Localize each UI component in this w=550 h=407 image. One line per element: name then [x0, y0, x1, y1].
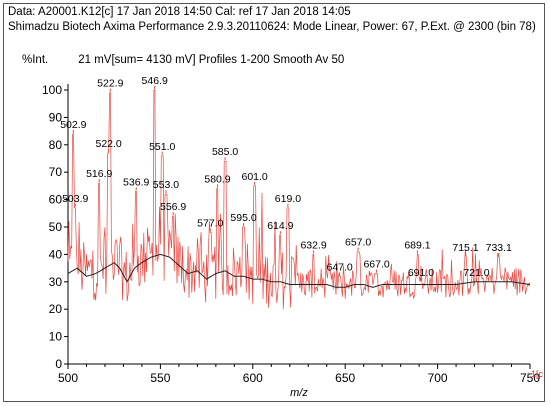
y-tick-label: 0 — [55, 357, 62, 371]
peak-label: 502.9 — [60, 119, 86, 131]
peak-label: 577.0 — [197, 217, 223, 229]
x-tick-label: 700 — [428, 371, 448, 385]
peak-label: 536.9 — [123, 176, 149, 188]
x-tick-label: 750 — [520, 371, 540, 385]
data-file-line: Data: A20001.K12[c] 17 Jan 2018 14:50 Ca… — [8, 6, 351, 18]
peak-label: 689.1 — [404, 239, 430, 251]
peak-label: 522.0 — [96, 138, 122, 150]
baseline-trace — [67, 253, 531, 288]
peak-label: 619.0 — [275, 193, 301, 205]
peak-label: 647.0 — [327, 261, 353, 273]
peak-label: 546.9 — [142, 75, 168, 87]
peak-label: 715.1 — [452, 242, 478, 254]
spectrum-line — [67, 89, 531, 310]
spectrum-panel — [3, 3, 545, 402]
peak-label: 556.9 — [160, 201, 186, 213]
peak-label: 595.0 — [230, 212, 256, 224]
peak-label: 691.0 — [408, 267, 434, 279]
y-tick-label: 100 — [42, 83, 62, 97]
intensity-summary: 21 mV[sum= 4130 mV] Profiles 1-200 Smoot… — [78, 54, 345, 66]
y-tick-label: 70 — [49, 165, 63, 179]
intensity-info-line: %Int. 21 mV[sum= 4130 mV] Profiles 1-200 … — [22, 54, 374, 66]
peak-labels: 502.9 503.9 516.9 522.0 522.9 536.9 546.9 551.0… — [60, 75, 512, 281]
baseline-line — [67, 253, 531, 288]
y-tick-label: 90 — [49, 110, 63, 124]
intensity-axis-label: %Int. — [22, 54, 49, 66]
y-tick-label: 50 — [49, 220, 63, 234]
peak-label: 733.1 — [486, 242, 512, 254]
x-axis-label: m/z — [290, 387, 308, 399]
axes: 0 10 20 30 40 50 60 70 80 90 100 500 550 600 650 700 750… — [42, 83, 544, 399]
peak-label: 632.9 — [300, 239, 326, 251]
spectrum-trace — [67, 89, 531, 310]
peak-label: 585.0 — [212, 146, 238, 158]
instrument-line: Shimadzu Biotech Axima Performance 2.9.3… — [8, 21, 536, 33]
peak-label: 721.0 — [463, 267, 489, 279]
y-tick-label: 40 — [49, 247, 63, 261]
x-tick-label: 600 — [243, 371, 263, 385]
peak-label: 503.9 — [62, 193, 88, 205]
peak-label: 516.9 — [86, 168, 112, 180]
y-tick-label: 60 — [49, 193, 63, 207]
peak-label: 580.9 — [204, 174, 230, 186]
peak-label: 553.0 — [153, 179, 179, 191]
peak-label: 522.9 — [97, 78, 123, 90]
end-marker: 1[c — [531, 369, 544, 379]
peak-label: 614.9 — [267, 220, 293, 232]
peak-label: 657.0 — [345, 237, 371, 249]
y-tick-label: 80 — [49, 138, 63, 152]
peak-label: 551.0 — [149, 141, 175, 153]
x-tick-label: 550 — [150, 371, 170, 385]
x-tick-label: 650 — [335, 371, 355, 385]
y-tick-label: 30 — [49, 275, 63, 289]
y-tick-label: 10 — [49, 330, 63, 344]
y-tick-label: 20 — [49, 302, 63, 316]
peak-label: 667.0 — [363, 259, 389, 271]
x-tick-label: 500 — [58, 371, 78, 385]
peak-label: 601.0 — [242, 171, 268, 183]
